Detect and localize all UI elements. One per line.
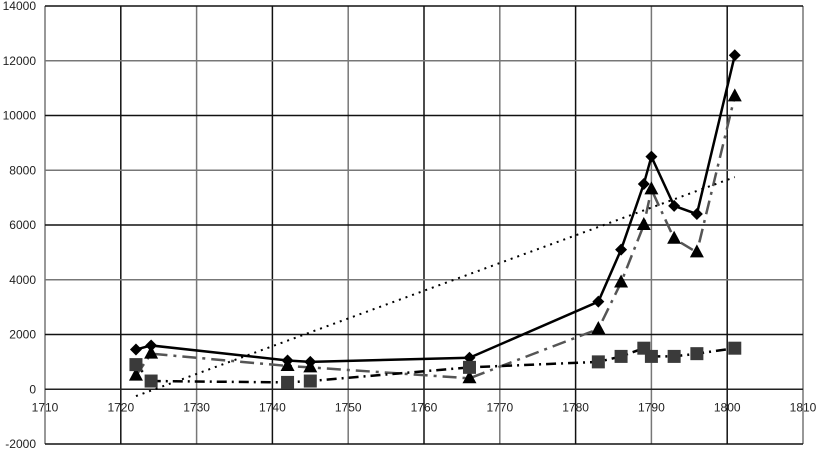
square-point [281, 375, 295, 389]
diamond-point [615, 243, 628, 256]
y-tick-label: 2000 [9, 328, 36, 342]
diamond-point [637, 177, 650, 190]
triangle-point [128, 367, 143, 381]
x-tick-label: 1760 [411, 400, 438, 414]
x-tick-label: 1780 [562, 400, 589, 414]
triangle-point [462, 370, 477, 384]
triangle-point [667, 230, 682, 244]
x-tick-label: 1710 [32, 400, 59, 414]
x-tick-label: 1810 [790, 400, 817, 414]
diamond-point [145, 339, 158, 352]
grid [44, 5, 804, 445]
triangle-point [727, 88, 742, 102]
x-tick-label: 1750 [335, 400, 362, 414]
diamond-solid-line [135, 54, 736, 364]
y-tick-label: 4000 [9, 273, 36, 287]
x-tick-label: 1770 [486, 400, 513, 414]
square-point [303, 374, 317, 388]
triangle-point [614, 274, 629, 288]
tick-labels: 1710 1720 1730 1740 1750 1760 1770 1780 1790 1800… [3, 0, 817, 451]
diamond-point [463, 351, 476, 364]
y-tick-label: 6000 [9, 218, 36, 232]
x-tick-label: 1800 [714, 400, 741, 414]
triangle-point [689, 244, 704, 258]
square-point [591, 355, 605, 369]
square-point [144, 374, 158, 388]
x-tick-label: 1720 [107, 400, 134, 414]
x-tick-label: 1730 [183, 400, 210, 414]
triangle-point [303, 359, 318, 373]
diamond-point [668, 199, 681, 212]
square-point [614, 349, 628, 363]
trend-dotted-line [135, 176, 736, 398]
y-tick-label: 0 [29, 382, 36, 396]
diamond-point [592, 295, 605, 308]
y-tick-label: 8000 [9, 163, 36, 177]
square-point [728, 341, 742, 355]
square-point [667, 349, 681, 363]
y-tick-label: 14000 [3, 0, 37, 13]
series-group [128, 49, 742, 398]
square-point [462, 360, 476, 374]
x-tick-label: 1740 [259, 400, 286, 414]
x-tick-label: 1790 [638, 400, 665, 414]
triangle-dashdot-line [134, 96, 736, 380]
diamond-point [728, 49, 741, 62]
diamond-point [690, 208, 703, 221]
triangle-point [591, 321, 606, 335]
triangle-point [644, 181, 659, 195]
triangle-point [144, 345, 159, 359]
y-tick-label: 10000 [3, 109, 37, 123]
diamond-point [129, 343, 142, 356]
diamond-point [645, 150, 658, 163]
square-point [129, 358, 143, 372]
square-point [644, 349, 658, 363]
square-point [690, 347, 704, 361]
triangle-point [280, 357, 295, 371]
y-tick-label: 12000 [3, 54, 37, 68]
y-tick-label: -2000 [5, 437, 36, 449]
triangle-point [636, 217, 651, 230]
